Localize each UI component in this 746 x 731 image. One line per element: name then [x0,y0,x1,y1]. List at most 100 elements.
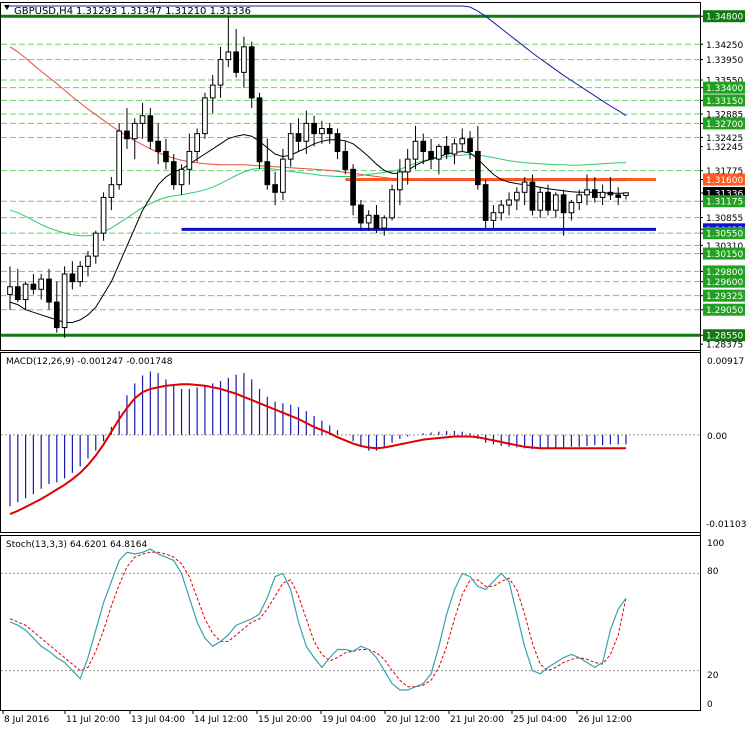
candle[interactable] [178,164,185,195]
candle[interactable] [14,268,21,303]
candle-body [131,122,138,140]
candle[interactable] [38,273,45,300]
candle[interactable] [287,123,294,167]
candle[interactable] [233,28,239,78]
candle[interactable] [420,133,427,165]
price-panel[interactable] [1,5,700,338]
candle[interactable] [397,159,403,206]
candle[interactable] [22,281,29,310]
candle[interactable] [53,281,60,333]
candle[interactable] [591,177,598,203]
candle-body [342,150,349,170]
candle[interactable] [108,177,115,211]
candle[interactable] [467,131,473,160]
candle[interactable] [69,261,76,290]
candle[interactable] [124,108,130,149]
candle[interactable] [77,261,84,287]
candle[interactable] [615,187,622,206]
candle[interactable] [404,148,411,185]
candle[interactable] [552,192,559,218]
candle[interactable] [459,128,466,152]
price-label-box [703,275,745,288]
candle[interactable] [100,192,107,241]
candle[interactable] [365,210,372,231]
stoch-panel[interactable] [1,548,700,691]
candle-body [358,204,364,224]
candle[interactable] [186,133,193,185]
candle-body [389,189,395,219]
candle[interactable] [545,184,551,216]
candle[interactable] [498,199,505,221]
candle[interactable] [436,143,442,175]
candle-body [436,145,442,160]
candle[interactable] [428,138,434,170]
candle[interactable] [607,177,614,200]
candle[interactable] [319,120,325,144]
candle-body [397,171,403,191]
candle[interactable] [241,36,247,88]
candle-body [615,194,622,198]
candle[interactable] [334,128,341,160]
candle[interactable] [61,266,68,338]
candle[interactable] [272,171,278,206]
candle[interactable] [311,115,317,147]
time-label: 25 Jul 04:00 [513,715,567,725]
candle[interactable] [295,118,302,152]
candle[interactable] [85,251,91,277]
candle[interactable] [303,110,310,155]
candle[interactable] [373,205,380,234]
candle[interactable] [443,136,450,160]
candle[interactable] [521,177,528,206]
candle[interactable] [7,266,13,310]
candle[interactable] [209,74,216,114]
collapse-arrow-icon[interactable] [4,5,10,10]
macd-axis-zero: 0.00 [707,432,727,442]
candle[interactable] [537,187,544,218]
candle[interactable] [170,154,177,190]
candle[interactable] [155,123,161,165]
candle[interactable] [326,123,333,144]
candle[interactable] [256,92,263,170]
candle[interactable] [513,187,520,211]
candle[interactable] [389,184,395,221]
candle[interactable] [482,179,489,229]
candle[interactable] [217,46,224,98]
candle[interactable] [248,41,255,109]
candle[interactable] [342,141,349,175]
candle[interactable] [139,102,146,139]
candle[interactable] [529,174,536,216]
candle[interactable] [225,16,232,68]
candle[interactable] [92,230,99,264]
candle[interactable] [599,184,606,206]
candle[interactable] [163,138,169,170]
candle[interactable] [584,174,590,206]
price-label-box [703,329,745,342]
candle[interactable] [46,268,52,310]
candle[interactable] [358,199,364,231]
candle[interactable] [506,192,512,216]
candle[interactable] [202,92,208,139]
candle[interactable] [264,138,271,190]
candle[interactable] [568,199,575,221]
time-label: 15 Jul 20:00 [258,715,312,725]
candle[interactable] [490,205,497,229]
candle[interactable] [576,189,583,211]
candle[interactable] [280,148,286,200]
candle[interactable] [623,192,629,200]
candle-body [124,130,130,140]
candle[interactable] [194,128,200,162]
candle[interactable] [381,215,388,236]
candle[interactable] [147,108,154,149]
candle[interactable] [560,189,567,236]
candle[interactable] [350,164,356,216]
candle[interactable] [475,125,481,190]
candle[interactable] [412,125,419,170]
candle[interactable] [30,273,37,295]
candle-body [334,133,341,152]
macd-panel[interactable] [1,371,700,516]
candle[interactable] [451,138,458,165]
price-label-box [703,289,745,302]
candle[interactable] [116,123,123,190]
candle[interactable] [131,118,138,160]
